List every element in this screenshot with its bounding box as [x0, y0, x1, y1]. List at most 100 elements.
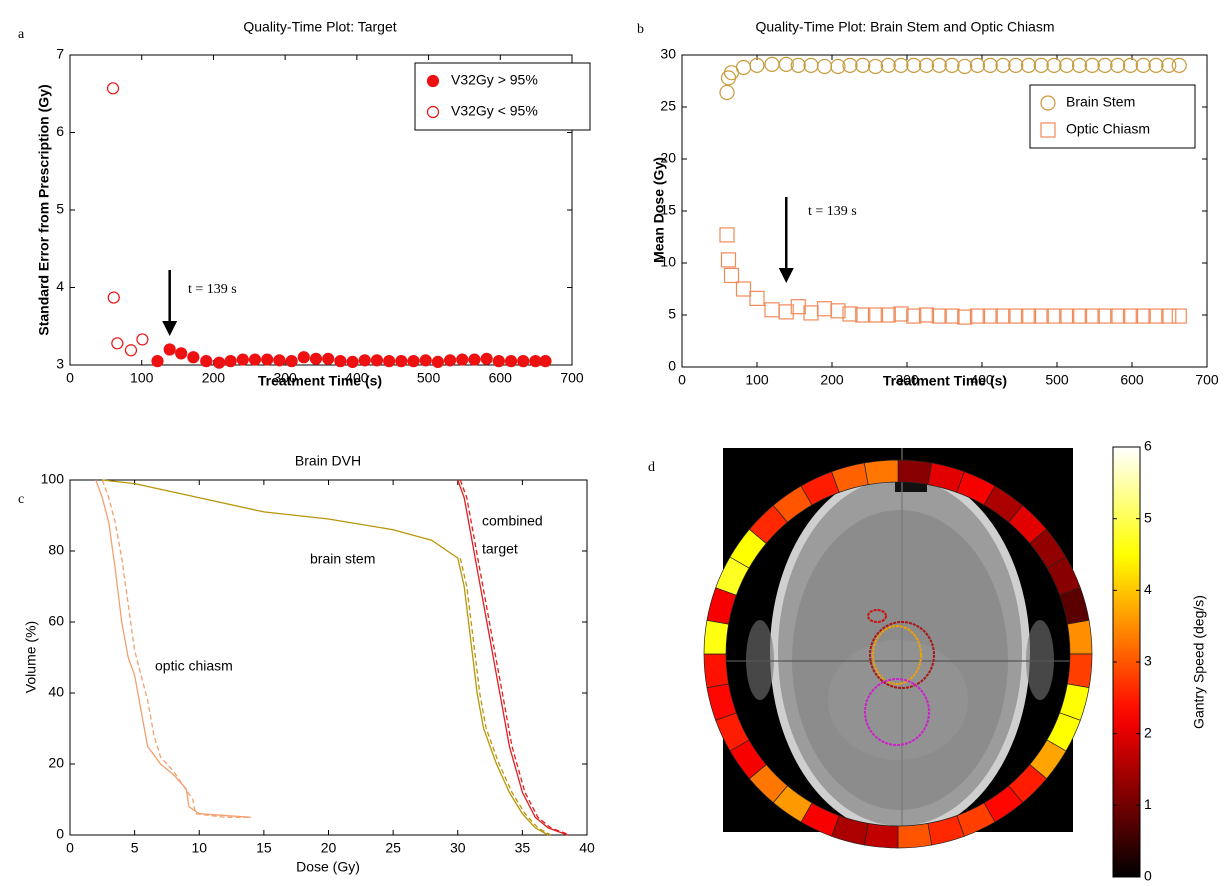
point: [540, 356, 551, 367]
point: [469, 354, 480, 365]
point: [152, 356, 163, 367]
plot-panel: Quality-Time Plot: Brain Stem and Optic …: [651, 19, 1219, 389]
x-tick-label: 200: [820, 372, 844, 388]
annotation: t = 139 s: [188, 282, 237, 297]
point: [371, 355, 382, 366]
y-tick-label: 60: [48, 613, 64, 629]
y-tick-label: 4: [56, 278, 64, 294]
annotation: brain stem: [310, 551, 375, 567]
y-tick-label: 7: [56, 46, 64, 62]
y-tick-label: 15: [660, 202, 676, 218]
x-axis-label: Dose (Gy): [296, 859, 360, 875]
plot-frame: [70, 480, 587, 835]
x-tick-label: 40: [579, 840, 595, 856]
x-tick-label: 500: [417, 370, 441, 386]
ring-segment: [898, 460, 932, 485]
point: [530, 356, 541, 367]
point: [188, 352, 199, 363]
y-tick-label: 30: [660, 46, 676, 62]
ring-segment: [864, 460, 898, 485]
y-axis-label: Volume (%): [23, 621, 39, 693]
x-tick-label: 700: [560, 370, 584, 386]
x-tick-label: 400: [970, 372, 994, 388]
ring-segment: [1067, 654, 1092, 688]
panel-label: a: [18, 27, 25, 42]
x-tick-label: 5: [131, 840, 139, 856]
x-tick-label: 30: [450, 840, 466, 856]
point: [335, 356, 346, 367]
x-tick-label: 300: [895, 372, 919, 388]
legend-label: Optic Chiasm: [1066, 121, 1150, 137]
colorbar-tick-label: 1: [1144, 796, 1152, 812]
plot-panel: Quality-Time Plot: TargetTreatment Time …: [36, 19, 590, 389]
colorbar: [1113, 447, 1140, 877]
legend-label: Brain Stem: [1066, 94, 1135, 110]
point: [359, 355, 370, 366]
annotation: optic chiasm: [155, 658, 233, 674]
colorbar-tick-label: 5: [1144, 509, 1152, 525]
legend: Brain Stem Optic Chiasm: [1030, 85, 1195, 148]
ring-segment: [704, 620, 729, 654]
annotation: target: [482, 541, 518, 557]
colorbar-tick-label: 4: [1144, 581, 1152, 597]
point: [396, 356, 407, 367]
point: [445, 355, 456, 366]
chart-title: Quality-Time Plot: Brain Stem and Optic …: [755, 19, 1054, 35]
ring-segment: [898, 823, 932, 848]
point: [274, 355, 285, 366]
x-tick-label: 100: [745, 372, 769, 388]
point: [506, 356, 517, 367]
panel-label: d: [648, 460, 655, 475]
colorbar-tick-label: 2: [1144, 724, 1152, 740]
point: [214, 357, 225, 368]
panel-label: c: [18, 492, 24, 507]
point: [164, 344, 175, 355]
x-tick-label: 25: [385, 840, 401, 856]
point: [432, 356, 443, 367]
y-tick-label: 6: [56, 123, 64, 139]
y-tick-label: 20: [48, 755, 64, 771]
x-tick-label: 0: [66, 840, 74, 856]
annotation: t = 139 s: [808, 204, 857, 219]
chart-title: Brain DVH: [295, 453, 361, 469]
point: [286, 356, 297, 367]
y-tick-label: 80: [48, 542, 64, 558]
y-axis-label: Standard Error from Prescription (Gy): [36, 84, 52, 335]
x-tick-label: 10: [191, 840, 207, 856]
y-tick-label: 20: [660, 150, 676, 166]
point: [237, 354, 248, 365]
ring-segment: [864, 823, 898, 848]
figure: Quality-Time Plot: TargetTreatment Time …: [0, 0, 1227, 886]
ring-segment: [1067, 620, 1092, 654]
colorbar-tick-label: 6: [1144, 438, 1152, 454]
point: [518, 356, 529, 367]
point: [457, 354, 468, 365]
point: [408, 356, 419, 367]
y-tick-label: 5: [56, 201, 64, 217]
x-tick-label: 500: [1045, 372, 1069, 388]
point: [420, 355, 431, 366]
point: [323, 353, 334, 364]
y-tick-label: 25: [660, 98, 676, 114]
x-tick-label: 35: [515, 840, 531, 856]
point: [310, 353, 321, 364]
y-tick-label: 5: [668, 306, 676, 322]
point: [428, 76, 439, 87]
y-tick-label: 0: [56, 826, 64, 842]
panel-label: b: [637, 22, 644, 37]
point: [481, 353, 492, 364]
colorbar-tick-label: 3: [1144, 653, 1152, 669]
legend-label: V32Gy > 95%: [451, 72, 538, 88]
x-tick-label: 0: [66, 370, 74, 386]
y-tick-label: 100: [41, 471, 65, 487]
point: [225, 356, 236, 367]
point: [493, 356, 504, 367]
point: [298, 352, 309, 363]
legend: V32Gy > 95% V32Gy < 95%: [415, 63, 590, 130]
x-tick-label: 300: [273, 370, 297, 386]
legend-label: V32Gy < 95%: [451, 103, 538, 119]
chart-title: Quality-Time Plot: Target: [243, 19, 396, 35]
point: [250, 354, 261, 365]
x-tick-label: 200: [202, 370, 226, 386]
colorbar-label: Gantry Speed (deg/s): [1191, 595, 1207, 729]
